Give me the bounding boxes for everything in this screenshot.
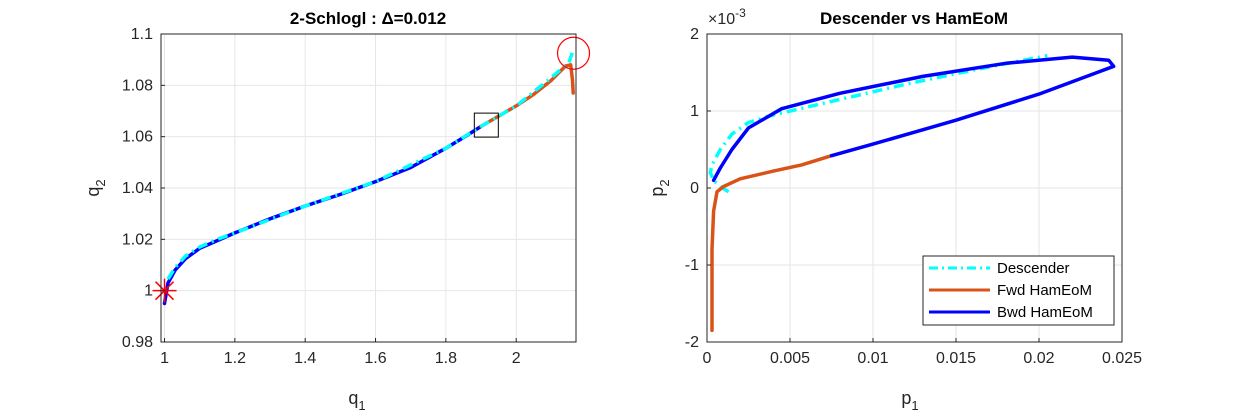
x-tick-label: 1.8 (435, 350, 457, 367)
series-group (162, 48, 576, 306)
y-tick-label: -1 (685, 257, 699, 274)
series-descender (166, 48, 576, 281)
y-tick-label: -2 (685, 334, 699, 351)
y-tick-label: 0.98 (122, 334, 153, 351)
ticks-group: 1 1.2 1.4 1.6 1.8 2 0.98 1 1.02 1.04 1.06 1.08 1.1 (122, 26, 521, 367)
x-tick-label: 1.2 (224, 350, 246, 367)
y-tick-label: 0 (690, 180, 699, 197)
x-tick-label: 1 (160, 350, 169, 367)
chart-title: 2-Schlogl : Δ=0.012 (290, 9, 446, 28)
chart-title: Descender vs HamEoM (820, 9, 1008, 28)
y-exponent-label: ×10-3 (708, 6, 746, 28)
x-axis-label: q1 (348, 388, 365, 413)
y-axis-label: q2 (83, 179, 108, 196)
series-group (708, 53, 1116, 333)
x-tick-label: 0.015 (936, 350, 976, 367)
y-tick-label: 1.06 (122, 129, 153, 146)
chart-p-plane: 0 0.005 0.01 0.015 0.02 0.025 -2 -1 0 1 2 ×10-3 De… (647, 6, 1142, 413)
x-tick-label: 0.02 (1023, 350, 1054, 367)
x-tick-label: 0 (703, 350, 712, 367)
legend: Descender Fwd HamEoM Bwd HamEoM (922, 255, 1115, 326)
x-tick-label: 1.4 (294, 350, 316, 367)
y-tick-label: 1 (690, 103, 699, 120)
legend-label-fwd: Fwd HamEoM (997, 282, 1092, 299)
y-tick-label: 1 (144, 283, 153, 300)
series-fwd-hameom (710, 153, 834, 333)
ticks-group: 0 0.005 0.01 0.015 0.02 0.025 -2 -1 0 1 2 (685, 26, 1142, 367)
x-tick-label: 0.01 (857, 350, 888, 367)
x-tick-label: 0.025 (1102, 350, 1142, 367)
y-tick-label: 2 (690, 26, 699, 43)
circle-marker (556, 36, 591, 70)
series-descender (708, 53, 1048, 194)
x-tick-label: 0.005 (770, 350, 810, 367)
y-tick-label: 1.02 (122, 231, 153, 248)
x-tick-label: 1.6 (364, 350, 386, 367)
y-tick-label: 1.08 (122, 77, 153, 94)
y-tick-label: 1.1 (131, 26, 153, 43)
chart-q-plane: 1 1.2 1.4 1.6 1.8 2 0.98 1 1.02 1.04 1.06 1.08 1.1 2… (83, 9, 591, 413)
square-marker (473, 112, 499, 138)
y-axis-label: p2 (647, 179, 672, 196)
legend-label-descender: Descender (997, 260, 1070, 277)
y-tick-label: 1.04 (122, 180, 153, 197)
legend-label-bwd: Bwd HamEoM (997, 304, 1093, 321)
series-bwd-hameom (711, 55, 1116, 183)
x-axis-label: p1 (901, 388, 918, 413)
x-tick-label: 2 (512, 350, 521, 367)
